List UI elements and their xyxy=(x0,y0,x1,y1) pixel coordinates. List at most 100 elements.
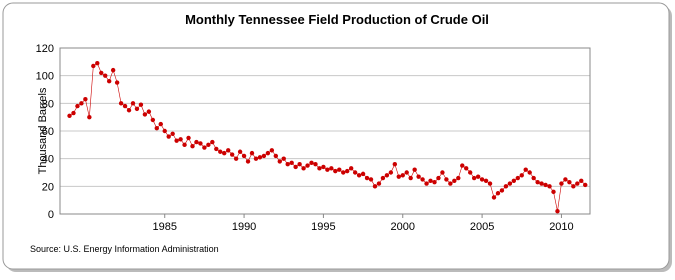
chart-title: Monthly Tennessee Field Production of Cr… xyxy=(185,12,489,27)
y-tick-label: 60 xyxy=(42,126,54,138)
point xyxy=(491,195,497,200)
point xyxy=(293,164,298,170)
point xyxy=(325,167,330,172)
point xyxy=(91,63,96,69)
point xyxy=(150,117,156,123)
point xyxy=(222,150,227,156)
point xyxy=(368,177,374,182)
point xyxy=(170,131,175,136)
point xyxy=(424,181,429,186)
point xyxy=(448,181,453,186)
point xyxy=(162,128,167,134)
point xyxy=(380,175,386,181)
source: Source: U.S. Energy Information Administ… xyxy=(30,244,219,254)
point xyxy=(202,145,207,150)
point xyxy=(329,166,334,171)
point xyxy=(547,184,552,189)
point xyxy=(376,181,382,186)
point xyxy=(479,177,485,182)
y-tick-label: 80 xyxy=(42,98,54,110)
point xyxy=(122,103,128,109)
x-tick-label: 1995 xyxy=(311,221,335,233)
point xyxy=(487,181,493,186)
point xyxy=(229,152,235,157)
point xyxy=(456,175,461,181)
y-axis-label: Thousand Barrels xyxy=(37,87,49,174)
point xyxy=(400,173,405,178)
point xyxy=(182,142,187,148)
point xyxy=(555,209,560,214)
point xyxy=(110,67,116,73)
point xyxy=(253,156,259,161)
point xyxy=(130,101,136,106)
point xyxy=(301,166,306,171)
point xyxy=(416,174,421,179)
point xyxy=(198,141,203,146)
point xyxy=(348,166,354,171)
point xyxy=(551,189,556,195)
x-tick-label: 1985 xyxy=(152,221,176,233)
point xyxy=(67,113,72,118)
point xyxy=(333,168,338,174)
point xyxy=(106,79,112,84)
y-tick-label: 20 xyxy=(42,181,54,193)
point xyxy=(499,188,505,193)
x-tick-label: 2005 xyxy=(470,221,494,233)
x-tick-label: 2000 xyxy=(391,221,415,233)
point xyxy=(404,170,409,175)
point xyxy=(158,121,163,127)
x-tick-label: 1990 xyxy=(232,221,256,233)
point xyxy=(519,173,524,178)
point xyxy=(309,160,314,166)
point xyxy=(579,178,584,183)
point xyxy=(241,153,247,159)
point xyxy=(495,191,501,196)
point xyxy=(257,155,263,160)
point xyxy=(483,178,489,183)
y-tick-label: 120 xyxy=(36,43,54,55)
point xyxy=(464,166,469,171)
point xyxy=(467,170,473,175)
y-tick-label: 100 xyxy=(36,71,54,83)
point xyxy=(452,178,457,183)
point xyxy=(277,159,282,164)
point xyxy=(75,103,80,109)
point xyxy=(186,135,191,141)
point xyxy=(194,139,199,145)
point xyxy=(237,149,243,154)
frame xyxy=(2,2,670,270)
y-tick-label: 40 xyxy=(42,154,54,166)
point xyxy=(384,173,390,178)
point xyxy=(471,175,477,181)
plot-border xyxy=(59,47,591,215)
point xyxy=(261,153,267,159)
point xyxy=(527,170,532,175)
point xyxy=(396,174,401,179)
point xyxy=(134,106,140,112)
point xyxy=(218,149,223,154)
point xyxy=(146,109,152,114)
point xyxy=(233,156,239,161)
point xyxy=(475,174,481,179)
point xyxy=(432,179,437,185)
point xyxy=(103,73,108,78)
point xyxy=(388,170,394,175)
point xyxy=(289,160,294,166)
point xyxy=(114,80,120,85)
point xyxy=(408,175,413,181)
point xyxy=(535,179,540,185)
point xyxy=(420,177,425,182)
point xyxy=(305,163,310,168)
point xyxy=(523,167,528,172)
point xyxy=(99,70,104,76)
point xyxy=(372,184,378,189)
point xyxy=(285,162,290,167)
point xyxy=(352,170,358,175)
y-tick-label: 0 xyxy=(48,209,54,221)
point xyxy=(412,167,417,172)
point xyxy=(531,175,536,181)
point xyxy=(95,61,100,66)
point xyxy=(126,108,132,113)
point xyxy=(428,178,433,183)
